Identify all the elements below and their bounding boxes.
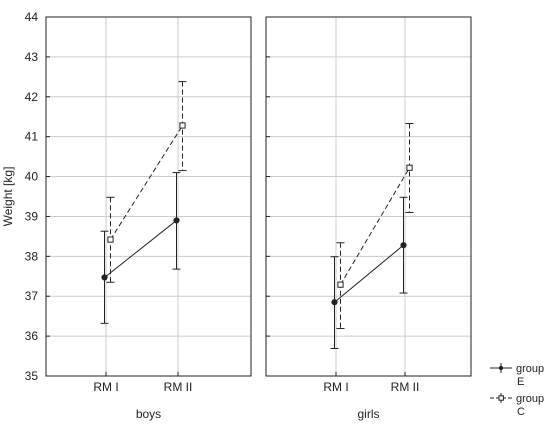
series-line	[334, 244, 404, 303]
y-tick-label: 37	[25, 289, 39, 303]
series-line	[104, 220, 177, 278]
series-group-c	[106, 81, 187, 283]
data-point	[173, 217, 180, 224]
y-tick-label: 36	[25, 329, 39, 343]
series-line	[110, 125, 183, 240]
data-point	[400, 242, 407, 249]
data-point	[107, 236, 114, 243]
series-group-e	[330, 196, 408, 349]
panel-girls: RM I RM II girls	[265, 16, 472, 421]
y-axis-title: Weight [kg]	[1, 167, 15, 227]
y-tick-label: 42	[25, 90, 39, 104]
legend-label: E	[517, 376, 524, 388]
panel-frame	[45, 16, 252, 377]
data-point	[331, 299, 338, 306]
y-tick-label: 40	[25, 170, 39, 184]
legend-label: C	[517, 406, 525, 418]
series-group-c	[336, 123, 414, 330]
data-point	[406, 164, 413, 171]
x-tick-label: RM I	[93, 380, 118, 394]
y-axis: Weight [kg] 35 36 37 38 39 40 41 42 43 44	[1, 10, 38, 383]
y-tick-label: 41	[25, 130, 39, 144]
y-tick-label: 43	[25, 50, 39, 64]
series-group-e	[100, 172, 181, 324]
y-tick-label: 38	[25, 249, 39, 263]
panel-label: girls	[357, 407, 379, 421]
panel-label: boys	[136, 407, 161, 421]
panel-frame	[265, 16, 472, 377]
y-tick-label: 44	[25, 10, 39, 24]
x-tick-label: RM I	[323, 380, 348, 394]
data-point	[101, 274, 108, 281]
legend-label: group	[516, 363, 544, 375]
legend-marker	[498, 395, 504, 401]
data-point	[179, 122, 186, 129]
legend-marker	[498, 365, 504, 371]
series-line	[340, 167, 410, 285]
legend-label: group	[516, 393, 544, 405]
y-tick-label: 35	[25, 369, 39, 383]
y-tick-label: 39	[25, 209, 39, 223]
x-tick-label: RM II	[391, 380, 420, 394]
data-point	[337, 281, 344, 288]
x-tick-label: RM II	[164, 380, 193, 394]
